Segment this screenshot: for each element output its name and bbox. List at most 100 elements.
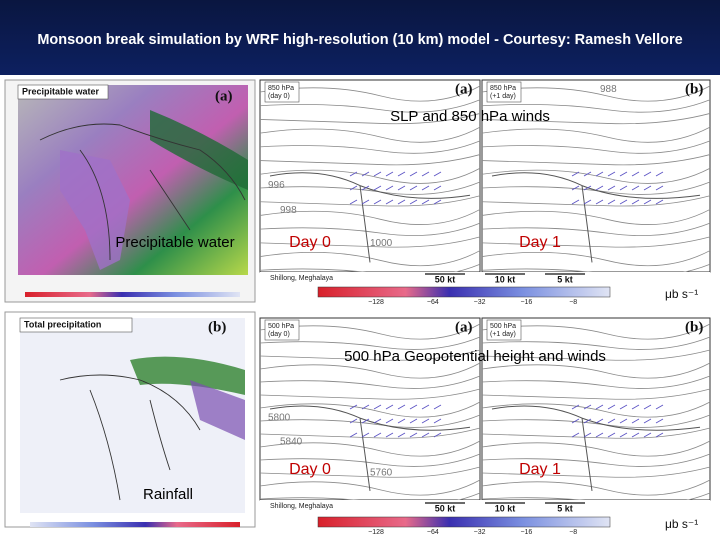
contour <box>259 167 481 184</box>
wind-barb <box>361 432 370 438</box>
map-level-box <box>486 81 522 103</box>
color-scale-tick: −16 <box>520 299 532 306</box>
station: Shillong, Meghalaya <box>270 503 333 510</box>
wind-barb <box>655 185 664 191</box>
wind-barb <box>433 404 442 410</box>
map-level-box <box>264 319 300 341</box>
contour <box>259 401 481 418</box>
contour-label: 998 <box>280 205 297 216</box>
wind-barb <box>373 199 382 205</box>
wind-barb <box>619 432 628 438</box>
wind-barb <box>619 404 628 410</box>
contour <box>259 414 481 428</box>
wind-barb <box>409 418 418 424</box>
map-label: (a) <box>455 319 473 335</box>
wind-barb <box>397 171 406 177</box>
contour <box>259 440 481 457</box>
contour <box>481 440 711 457</box>
contour <box>481 99 711 113</box>
wind-barb <box>433 185 442 191</box>
wind-barb <box>421 432 430 438</box>
wind-barb <box>373 404 382 410</box>
contour <box>259 140 481 154</box>
map-label: (b) <box>208 319 226 335</box>
wind-barb <box>595 404 604 410</box>
wind-barb <box>571 199 580 205</box>
contour <box>259 209 481 225</box>
wind-barb <box>433 418 442 424</box>
color-scale <box>317 286 611 298</box>
wind-barb <box>643 185 652 191</box>
wind-barb <box>595 185 604 191</box>
wind-barb <box>421 171 430 177</box>
contour <box>481 453 711 467</box>
wind-barb <box>409 185 418 191</box>
map-label: (b) <box>685 81 703 97</box>
wind-barb <box>385 432 394 438</box>
color-scale-tick: −64 <box>427 299 439 306</box>
wind-barb <box>361 404 370 410</box>
contour <box>259 195 481 207</box>
wind-barb <box>607 404 616 410</box>
map-label: (b) <box>685 319 703 335</box>
wind-barb <box>583 171 592 177</box>
wind-barb <box>409 432 418 438</box>
wind-barb <box>631 418 640 424</box>
contour <box>259 336 481 350</box>
wind-barb <box>655 432 664 438</box>
wind-barb <box>571 432 580 438</box>
contour <box>259 453 481 467</box>
wind-barb <box>571 185 580 191</box>
wind-barb <box>631 432 640 438</box>
map-level: 850 hPa <box>490 85 516 92</box>
map-level: 850 hPa <box>268 85 294 92</box>
color-scale-unit: μb s⁻¹ <box>665 517 698 531</box>
vector-scale: 5 kt <box>557 274 573 284</box>
contour <box>259 388 481 400</box>
wind-barb <box>643 418 652 424</box>
wind-barb <box>361 199 370 205</box>
wind-barb <box>421 185 430 191</box>
wind-barb <box>607 185 616 191</box>
wind-barb <box>607 199 616 205</box>
map-label: (a) <box>455 81 473 97</box>
vector-scale: 50 kt <box>435 503 456 513</box>
coastline <box>269 172 471 263</box>
contour <box>481 427 711 439</box>
wind-barb <box>409 199 418 205</box>
wind-barb <box>349 418 358 424</box>
wind-barb <box>583 418 592 424</box>
color-scale-tick: −8 <box>569 299 577 306</box>
contour <box>259 154 481 166</box>
wind-barb <box>385 171 394 177</box>
contour-label: 988 <box>600 84 617 95</box>
wind-barb <box>397 185 406 191</box>
map-frame <box>259 317 481 501</box>
day-label: Day 0 <box>289 234 331 251</box>
wind-barb <box>433 171 442 177</box>
wind-barb <box>349 432 358 438</box>
wind-barb <box>385 404 394 410</box>
wind-barb <box>361 418 370 424</box>
contour <box>259 479 481 496</box>
wind-barb <box>385 185 394 191</box>
contour <box>481 113 711 125</box>
station: Shillong, Meghalaya <box>270 275 333 282</box>
wind-barb <box>373 418 382 424</box>
wind-barb <box>409 404 418 410</box>
wind-barb <box>385 418 394 424</box>
map-time: (+1 day) <box>490 331 516 338</box>
map-label: (a) <box>215 88 233 104</box>
wind-barb <box>595 171 604 177</box>
color-scale-tick: −64 <box>427 529 439 536</box>
coastline <box>491 172 701 263</box>
contour <box>259 99 481 113</box>
contour <box>481 222 711 236</box>
wind-barb <box>595 199 604 205</box>
map-title: Precipitable water <box>22 86 100 96</box>
wind-barb <box>571 404 580 410</box>
